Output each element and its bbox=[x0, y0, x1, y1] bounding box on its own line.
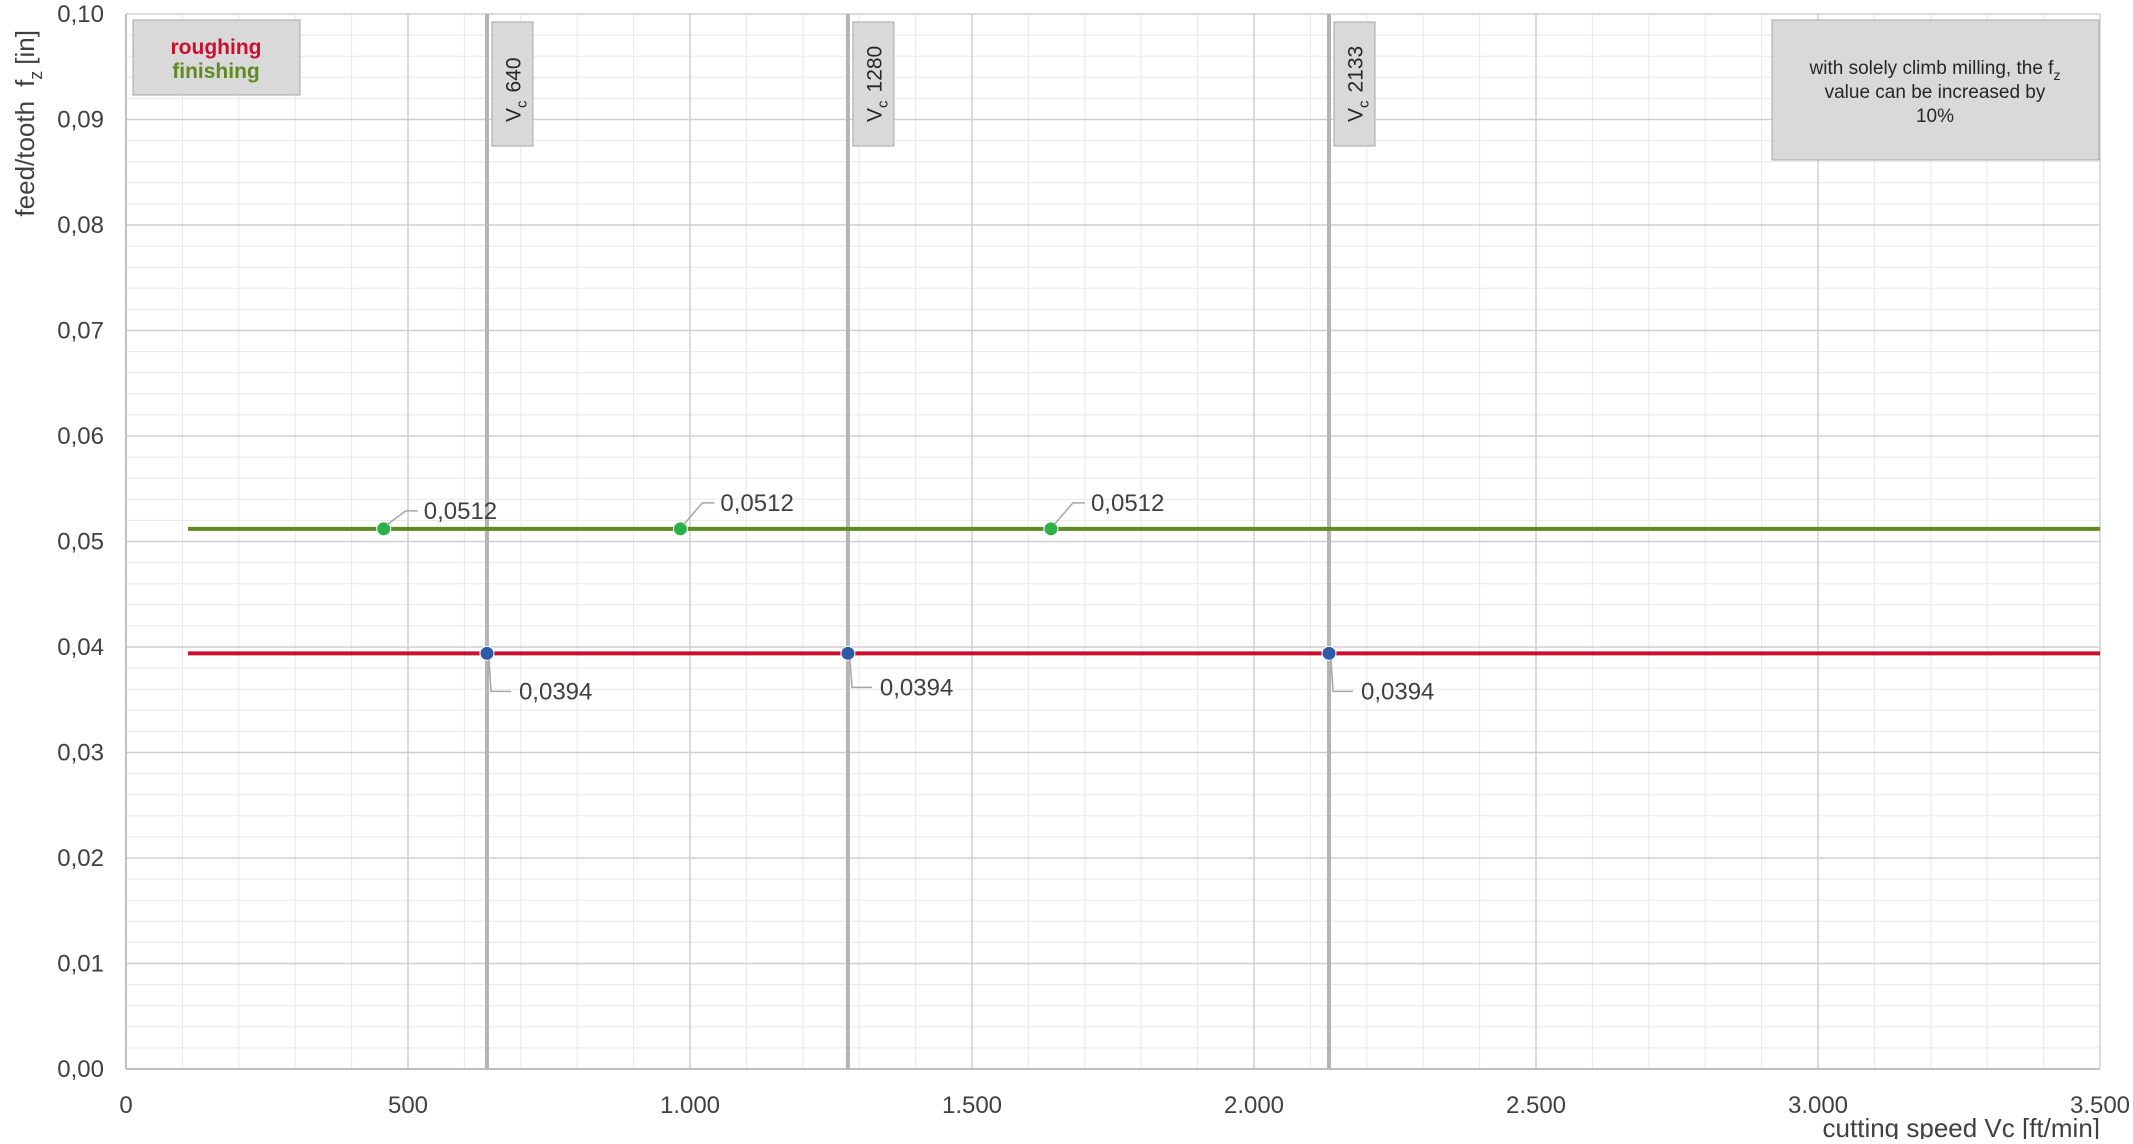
y-axis-title-symbol: f bbox=[10, 79, 40, 87]
y-tick-label: 0,06 bbox=[57, 423, 104, 450]
vc-label-sub: c bbox=[1356, 100, 1373, 108]
x-axis-title: cutting speed Vc [ft/min] bbox=[1823, 1113, 2100, 1139]
data-label-roughing: 0,0394 bbox=[1361, 678, 1434, 705]
data-point-roughing bbox=[840, 645, 856, 661]
vc-label-main: V bbox=[1345, 108, 1368, 122]
x-tick-label: 3.500 bbox=[2070, 1092, 2130, 1119]
annotation-line-1-sub: z bbox=[2053, 67, 2060, 83]
annotation-line-3: 10% bbox=[1916, 106, 1954, 127]
data-label-leader bbox=[682, 502, 715, 526]
x-tick-label: 0 bbox=[119, 1092, 132, 1119]
x-tick-label: 2.000 bbox=[1224, 1092, 1284, 1119]
y-tick-label: 0,05 bbox=[57, 529, 104, 556]
data-label-leader bbox=[849, 659, 872, 689]
vc-marker-label: Vc 640 bbox=[502, 57, 530, 122]
series-finishing: 0,0512 0,0512 0,0512 bbox=[188, 490, 2100, 537]
data-label-leader bbox=[1053, 502, 1085, 526]
x-tick-label: 3.000 bbox=[1788, 1092, 1848, 1119]
data-label-finishing: 0,0512 bbox=[424, 498, 497, 525]
data-label-roughing: 0,0394 bbox=[519, 678, 592, 705]
data-label-finishing: 0,0512 bbox=[1091, 490, 1164, 517]
data-point-roughing bbox=[1321, 645, 1337, 661]
vc-marker-label: Vc 2133 bbox=[1345, 46, 1373, 122]
vc-marker-label-box bbox=[1333, 21, 1376, 147]
legend-item-finishing: finishing bbox=[172, 60, 260, 83]
vc-label-main: V bbox=[863, 108, 886, 122]
vc-label-sub: c bbox=[874, 100, 891, 108]
vc-label-value: 2133 bbox=[1345, 46, 1368, 93]
y-tick-label: 0,03 bbox=[57, 740, 104, 767]
y-axis-title: feed/tooth fz [in] bbox=[10, 30, 46, 217]
data-point-finishing bbox=[672, 521, 688, 537]
data-label-roughing: 0,0394 bbox=[880, 674, 953, 701]
vc-label-value: 640 bbox=[502, 57, 525, 92]
x-tick-label: 500 bbox=[388, 1092, 428, 1119]
annotation-box bbox=[1771, 19, 2100, 161]
data-label-leader bbox=[386, 510, 418, 526]
legend-box bbox=[132, 19, 301, 96]
data-label-leader bbox=[488, 659, 511, 693]
vc-label-value: 1280 bbox=[863, 46, 886, 93]
vc-label-sub: c bbox=[513, 100, 530, 108]
vc-markers: Vc 640 Vc 1280 Vc 2133 bbox=[484, 14, 1376, 1069]
vc-marker-label: Vc 1280 bbox=[863, 46, 891, 122]
y-tick-label: 0,10 bbox=[57, 1, 104, 28]
data-point-finishing bbox=[1043, 521, 1059, 537]
y-tick-label: 0,08 bbox=[57, 212, 104, 239]
vc-label-main: V bbox=[502, 108, 525, 122]
x-tick-label: 2.500 bbox=[1506, 1092, 1566, 1119]
annotation-line-1: with solely climb milling, the fz bbox=[1809, 58, 2061, 83]
y-axis-title-subscript: z bbox=[26, 71, 46, 80]
data-label-leader bbox=[1330, 659, 1354, 693]
vc-marker-label-box bbox=[491, 21, 534, 147]
y-tick-label: 0,09 bbox=[57, 107, 104, 134]
y-tick-label: 0,00 bbox=[57, 1056, 104, 1083]
x-tick-label: 1.500 bbox=[942, 1092, 1002, 1119]
y-axis-title-text: feed/tooth bbox=[10, 101, 40, 217]
y-tick-label: 0,07 bbox=[57, 318, 104, 345]
y-tick-label: 0,02 bbox=[57, 845, 104, 872]
vc-marker-label-box bbox=[852, 21, 895, 147]
data-label-finishing: 0,0512 bbox=[720, 490, 793, 517]
legend-item-roughing: roughing bbox=[171, 36, 262, 59]
x-tick-label: 1.000 bbox=[660, 1092, 720, 1119]
y-tick-label: 0,04 bbox=[57, 634, 104, 661]
series-roughing: 0,0394 0,0394 0,0394 bbox=[188, 645, 2100, 705]
data-point-roughing bbox=[479, 645, 495, 661]
annotation-line-2: value can be increased by bbox=[1825, 82, 2046, 103]
y-tick-label: 0,01 bbox=[57, 951, 104, 978]
annotation-line-1-text: with solely climb milling, the f bbox=[1809, 58, 2055, 79]
major-grid bbox=[126, 13, 2101, 1069]
y-axis-title-unit: [in] bbox=[10, 30, 40, 65]
